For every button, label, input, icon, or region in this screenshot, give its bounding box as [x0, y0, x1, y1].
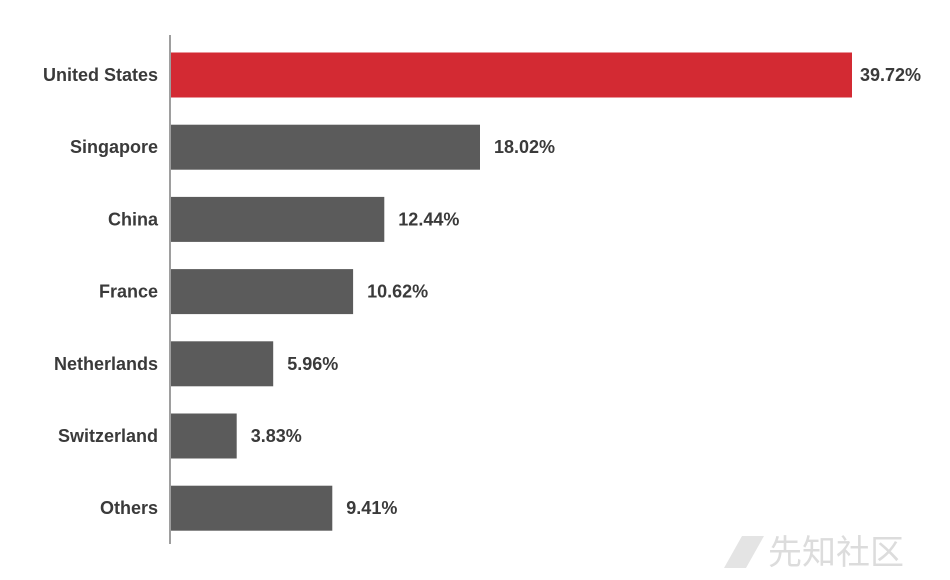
- bar-france: [171, 269, 354, 315]
- category-label: Others: [100, 498, 158, 518]
- bars-layer: [171, 52, 852, 531]
- watermark-logo-icon: [724, 536, 764, 568]
- value-label: 18.02%: [494, 137, 555, 157]
- category-label: Singapore: [70, 137, 158, 157]
- category-label: China: [108, 209, 159, 229]
- bar-singapore: [171, 124, 480, 170]
- watermark: 先知社区: [724, 533, 904, 573]
- bar-others: [171, 485, 333, 531]
- category-label: Netherlands: [54, 354, 158, 374]
- bar-netherlands: [171, 341, 274, 387]
- watermark-text: 先知社区: [768, 533, 904, 573]
- labels-layer: United States 39.72% Singapore 18.02% China 1…: [43, 65, 921, 518]
- value-label: 39.72%: [860, 65, 921, 85]
- category-label: Switzerland: [58, 426, 158, 446]
- bar-switzerland: [171, 413, 237, 459]
- value-label: 5.96%: [287, 354, 338, 374]
- bar-united-states: [171, 52, 852, 98]
- value-label: 12.44%: [398, 209, 459, 229]
- bar-china: [171, 196, 385, 242]
- category-label: United States: [43, 65, 158, 85]
- value-label: 10.62%: [367, 282, 428, 302]
- value-label: 3.83%: [251, 426, 302, 446]
- value-label: 9.41%: [346, 498, 397, 518]
- category-label: France: [99, 282, 158, 302]
